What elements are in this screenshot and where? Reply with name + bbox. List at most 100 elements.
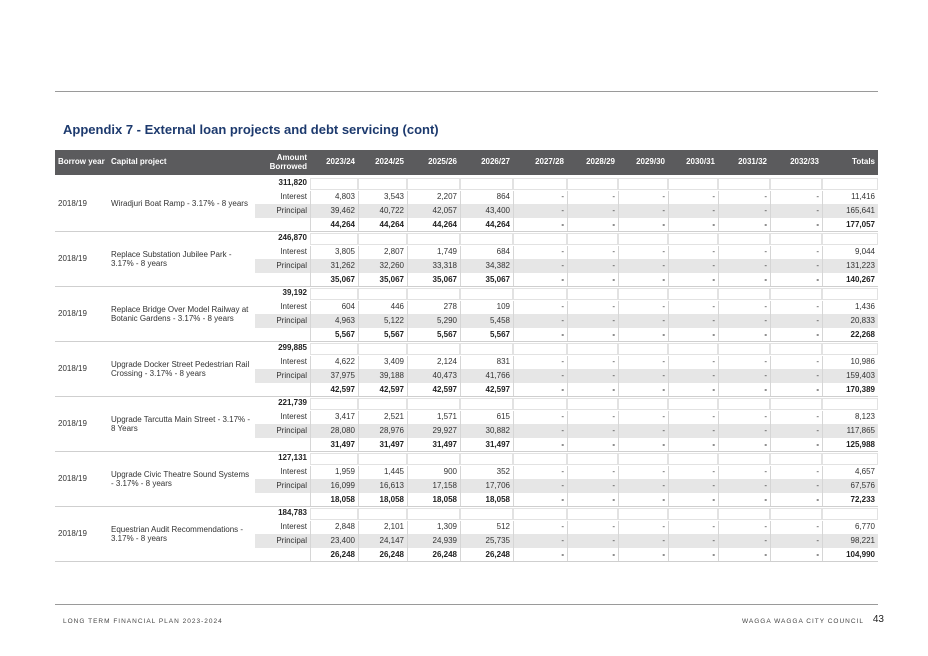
row-label: Interest [280,302,307,312]
header-cell: Borrow year [55,150,108,175]
value-cell: - [618,520,668,535]
value-cell: 2,807 [358,245,407,260]
value-cell: 6,770 [822,520,878,535]
amount-borrowed: 127,131 [278,453,307,463]
empty-cell [618,178,668,190]
total-cell: 42,597 [407,383,460,397]
value-cell: - [567,424,618,439]
value-cell: 4,963 [310,314,358,329]
row-label: Principal [255,534,310,549]
value-cell: - [718,204,770,219]
empty-cell [513,233,567,245]
value-cell: 2,521 [358,410,407,425]
block-rule [55,231,878,232]
empty-cell [358,178,407,190]
value-cell: 1,749 [407,245,460,260]
total-cell: - [513,548,567,562]
value-cell: 3,805 [310,245,358,260]
total-cell: 26,248 [460,548,513,562]
total-cell: - [770,383,822,397]
empty-cell [668,233,718,245]
value-cell: - [513,534,567,549]
empty-cell [310,453,358,465]
total-cell: 177,057 [822,218,878,232]
empty-cell [310,288,358,300]
value-cell: - [567,314,618,329]
total-cell: 26,248 [358,548,407,562]
empty-cell [618,453,668,465]
value-cell: - [770,424,822,439]
value-cell: 2,848 [310,520,358,535]
value-cell: 131,223 [822,259,878,274]
value-cell: - [668,534,718,549]
empty-cell [567,178,618,190]
value-cell: - [668,204,718,219]
total-cell: 42,597 [358,383,407,397]
borrow-year: 2018/19 [58,254,87,264]
block-rule [55,396,878,397]
amount-borrowed: 39,192 [282,288,307,298]
value-cell: - [718,190,770,205]
row-label: Principal [255,259,310,274]
total-cell: - [770,493,822,507]
value-cell: - [567,465,618,480]
footer-right: WAGGA WAGGA CITY COUNCIL [742,618,864,625]
value-cell: - [668,259,718,274]
total-cell: 44,264 [407,218,460,232]
value-cell: 2,101 [358,520,407,535]
total-cell: 104,990 [822,548,878,562]
value-cell: 98,221 [822,534,878,549]
value-cell: - [513,520,567,535]
value-cell: - [567,204,618,219]
total-cell: 140,267 [822,273,878,287]
borrow-year: 2018/19 [58,419,87,429]
value-cell: - [567,534,618,549]
total-cell: 44,264 [310,218,358,232]
empty-cell [358,343,407,355]
empty-cell [822,343,878,355]
value-cell: 900 [407,465,460,480]
value-cell: - [668,424,718,439]
value-cell: - [513,479,567,494]
value-cell: 117,865 [822,424,878,439]
total-cell: 18,058 [407,493,460,507]
empty-cell [513,288,567,300]
header-cell: 2028/29 [567,150,618,175]
value-cell: - [513,190,567,205]
empty-cell [513,508,567,520]
value-cell: 1,571 [407,410,460,425]
total-cell: 5,567 [310,328,358,342]
value-cell: 16,613 [358,479,407,494]
value-cell: 109 [460,300,513,315]
amount-borrowed: 184,783 [278,508,307,518]
empty-cell [718,508,770,520]
empty-cell [358,288,407,300]
total-cell: - [770,218,822,232]
value-cell: 39,188 [358,369,407,384]
empty-cell [358,453,407,465]
total-cell: 35,067 [407,273,460,287]
value-cell: 3,417 [310,410,358,425]
total-cell: - [567,328,618,342]
empty-cell [460,453,513,465]
value-cell: - [770,465,822,480]
total-cell: - [668,218,718,232]
value-cell: 42,057 [407,204,460,219]
value-cell: 512 [460,520,513,535]
value-cell: - [718,369,770,384]
borrow-year: 2018/19 [58,529,87,539]
value-cell: 28,080 [310,424,358,439]
value-cell: 604 [310,300,358,315]
borrow-year: 2018/19 [58,309,87,319]
empty-cell [567,288,618,300]
value-cell: 278 [407,300,460,315]
total-cell: - [567,438,618,452]
value-cell: 32,260 [358,259,407,274]
total-cell: 18,058 [460,493,513,507]
total-cell: - [618,218,668,232]
value-cell: - [718,410,770,425]
value-cell: - [668,465,718,480]
value-cell: 23,400 [310,534,358,549]
total-cell: - [618,383,668,397]
